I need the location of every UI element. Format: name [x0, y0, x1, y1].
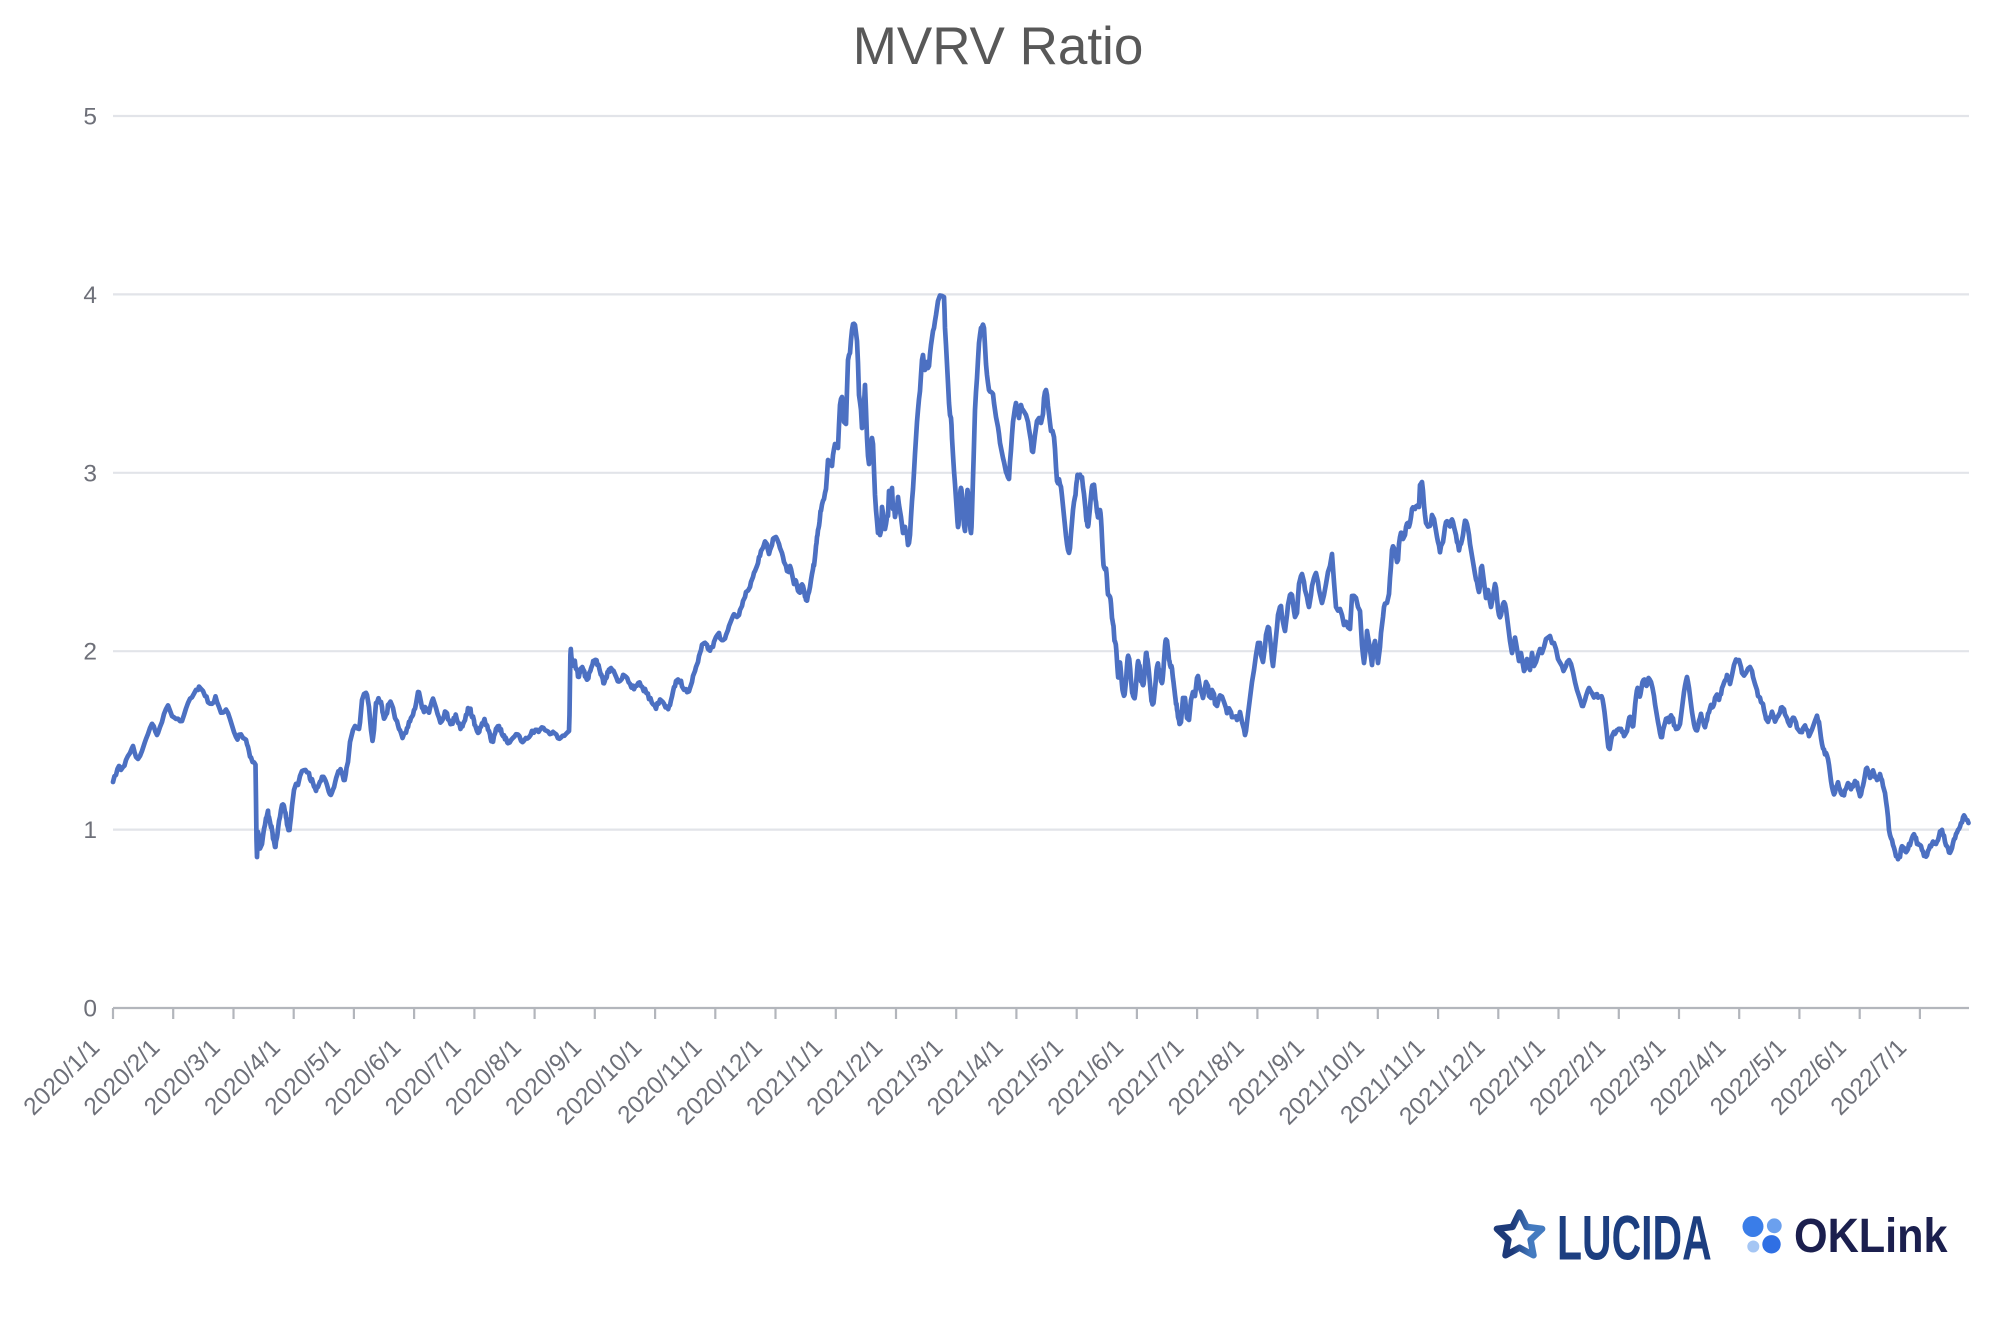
- svg-text:1: 1: [83, 817, 97, 844]
- svg-text:5: 5: [83, 104, 97, 131]
- svg-text:2: 2: [83, 639, 97, 666]
- svg-text:0: 0: [83, 996, 97, 1023]
- svg-text:3: 3: [83, 460, 97, 487]
- svg-text:OKLink: OKLink: [1794, 1209, 1948, 1263]
- svg-text:MVRV Ratio: MVRV Ratio: [853, 17, 1144, 76]
- svg-text:LUCIDA: LUCIDA: [1557, 1204, 1712, 1274]
- svg-text:4: 4: [83, 282, 97, 309]
